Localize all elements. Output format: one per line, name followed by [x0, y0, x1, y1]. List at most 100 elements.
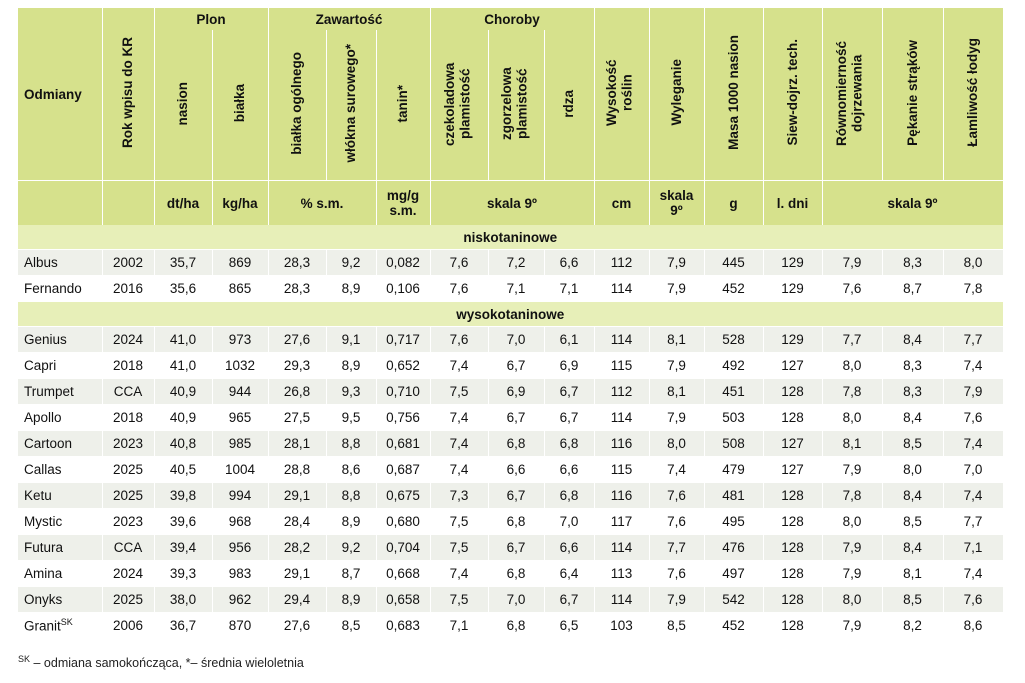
cell-protein: 27,5 [268, 404, 327, 431]
cell-year: 2016 [102, 275, 155, 302]
cell-uniformity: 8,1 [822, 430, 883, 457]
header-bialka: białka [212, 30, 269, 181]
cell-height: 103 [594, 612, 650, 639]
cell-height: 112 [594, 378, 650, 405]
cell-fiber: 8,9 [326, 508, 377, 535]
cell-stem-break: 7,4 [943, 430, 1004, 457]
cell-chocolate-spot: 7,5 [430, 378, 489, 405]
cell-uniformity: 7,9 [822, 612, 883, 639]
table-row: Apollo 2018 40,9 965 27,5 9,5 0,756 7,4 6,7 6,7 11… [18, 404, 1004, 431]
cell-height: 116 [594, 482, 650, 509]
header-zawartosc: Zawartość [268, 8, 431, 30]
cell-tsw: 476 [704, 534, 764, 561]
cell-year: 2024 [102, 560, 155, 587]
cell-pod-shatter: 8,4 [882, 534, 944, 561]
cell-yield-seed: 40,9 [154, 378, 213, 405]
cell-uniformity: 8,0 [822, 508, 883, 535]
cell-ascochyta: 6,7 [488, 352, 545, 379]
cell-pod-shatter: 8,4 [882, 326, 944, 353]
cell-ascochyta: 6,7 [488, 404, 545, 431]
cell-tsw: 495 [704, 508, 764, 535]
cell-chocolate-spot: 7,4 [430, 352, 489, 379]
cell-yield-seed: 36,7 [154, 612, 213, 639]
cell-protein: 27,6 [268, 326, 327, 353]
cell-chocolate-spot: 7,5 [430, 586, 489, 613]
cell-yield-protein: 1004 [212, 456, 269, 483]
cell-chocolate-spot: 7,4 [430, 560, 489, 587]
cell-uniformity: 7,8 [822, 378, 883, 405]
cell-year: 2023 [102, 508, 155, 535]
cell-pod-shatter: 8,3 [882, 352, 944, 379]
cell-yield-protein: 956 [212, 534, 269, 561]
unit-l-dni: l. dni [763, 180, 823, 225]
cell-sowing-maturity: 128 [763, 534, 823, 561]
header-siew: Siew-dojrz. tech. [763, 8, 823, 181]
cell-protein: 29,3 [268, 352, 327, 379]
cell-fiber: 9,1 [326, 326, 377, 353]
cell-sowing-maturity: 127 [763, 456, 823, 483]
cell-height: 114 [594, 326, 650, 353]
cell-year: 2018 [102, 352, 155, 379]
cell-sowing-maturity: 129 [763, 275, 823, 302]
header-plon: Plon [154, 8, 269, 30]
cell-variety: Apollo [18, 404, 103, 431]
cell-variety: Albus [18, 249, 103, 276]
cell-lodging: 7,6 [649, 508, 705, 535]
table-row: Ketu 2025 39,8 994 29,1 8,8 0,675 7,3 6,7 6,8 116 7… [18, 482, 1004, 509]
cell-tsw: 451 [704, 378, 764, 405]
unit-skala-choroby: skala 9º [430, 180, 595, 225]
cell-sowing-maturity: 127 [763, 352, 823, 379]
cell-lodging: 7,6 [649, 482, 705, 509]
cell-tannin: 0,756 [376, 404, 431, 431]
cell-ascochyta: 6,8 [488, 612, 545, 639]
cell-chocolate-spot: 7,5 [430, 508, 489, 535]
cell-stem-break: 7,4 [943, 560, 1004, 587]
cell-variety: Genius [18, 326, 103, 353]
group-label-low: niskotaninowe [18, 225, 1004, 250]
cell-fiber: 8,9 [326, 275, 377, 302]
unit-proc-sm: % s.m. [268, 180, 377, 225]
cell-lodging: 7,6 [649, 560, 705, 587]
cell-lodging: 7,7 [649, 534, 705, 561]
cell-height: 117 [594, 508, 650, 535]
footnote-sup: SK [18, 654, 31, 664]
cell-height: 115 [594, 352, 650, 379]
header-zgorzelowa: zgorzelowa plamistość [488, 30, 545, 181]
cell-pod-shatter: 8,3 [882, 249, 944, 276]
cell-sowing-maturity: 129 [763, 249, 823, 276]
cell-chocolate-spot: 7,6 [430, 275, 489, 302]
cell-tannin: 0,082 [376, 249, 431, 276]
cell-ascochyta: 6,8 [488, 508, 545, 535]
cell-rust: 6,1 [544, 326, 595, 353]
cell-fiber: 9,2 [326, 249, 377, 276]
cell-yield-seed: 41,0 [154, 326, 213, 353]
cell-yield-protein: 973 [212, 326, 269, 353]
unit-empty-2 [102, 180, 155, 225]
cell-height: 112 [594, 249, 650, 276]
cell-ascochyta: 7,2 [488, 249, 545, 276]
cell-yield-protein: 985 [212, 430, 269, 457]
cell-tannin: 0,710 [376, 378, 431, 405]
cell-yield-seed: 39,6 [154, 508, 213, 535]
cell-rust: 6,5 [544, 612, 595, 639]
cell-yield-protein: 965 [212, 404, 269, 431]
cell-sowing-maturity: 128 [763, 378, 823, 405]
cell-tsw: 508 [704, 430, 764, 457]
cell-pod-shatter: 8,3 [882, 378, 944, 405]
cell-yield-seed: 39,4 [154, 534, 213, 561]
group-row-low: niskotaninowe [18, 225, 1004, 250]
cell-ascochyta: 6,8 [488, 560, 545, 587]
cell-stem-break: 7,9 [943, 378, 1004, 405]
cell-rust: 6,8 [544, 430, 595, 457]
cell-uniformity: 7,8 [822, 482, 883, 509]
cell-chocolate-spot: 7,4 [430, 430, 489, 457]
cell-rust: 6,8 [544, 482, 595, 509]
cell-stem-break: 7,1 [943, 534, 1004, 561]
header-rdza: rdza [544, 30, 595, 181]
cell-protein: 29,1 [268, 482, 327, 509]
header-rok: Rok wpisu do KR [102, 8, 155, 181]
cell-protein: 28,1 [268, 430, 327, 457]
table-row: Albus 2002 35,7 869 28,3 9,2 0,082 7,6 7,2 6,6 112… [18, 249, 1004, 276]
cell-fiber: 8,5 [326, 612, 377, 639]
cell-rust: 6,4 [544, 560, 595, 587]
